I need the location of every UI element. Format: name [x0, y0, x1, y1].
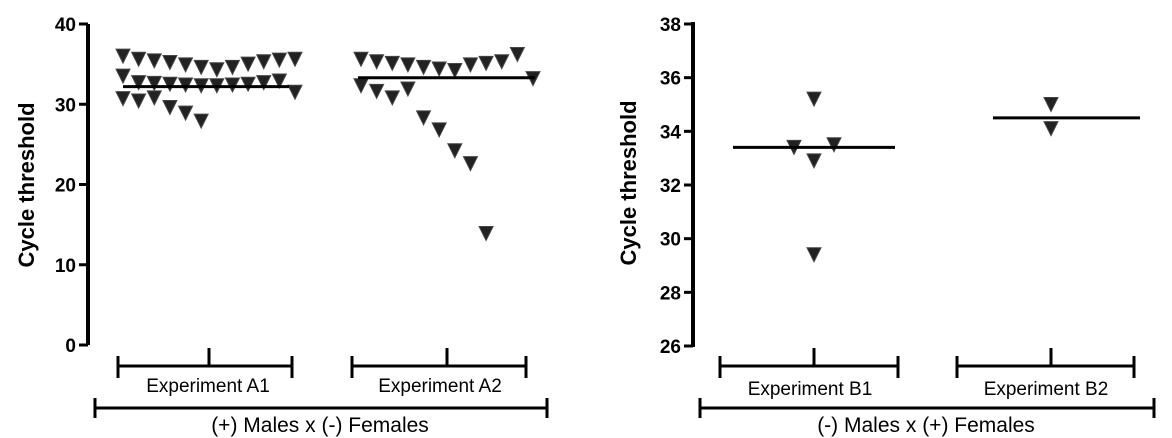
right-y-ticks: 26 28 30 32 34 36 38 [660, 15, 693, 358]
super-label-left: (+) Males x (-) Females [211, 414, 429, 437]
right-data-point [1043, 121, 1059, 137]
left-data-point [271, 52, 288, 69]
right-y-axis-label: Cycle threshold [616, 100, 641, 265]
right-data-point [806, 91, 822, 108]
left-data-point [130, 75, 147, 91]
left-data-point [415, 110, 432, 127]
right-y-tick-label: 34 [660, 122, 682, 143]
left-data-point [478, 225, 494, 242]
left-y-axis-label: Cycle threshold [14, 102, 39, 267]
left-data-point [271, 73, 288, 90]
group-label-a2: Experiment A2 [378, 376, 502, 397]
left-data-point [162, 76, 178, 93]
right-data-point [1043, 97, 1059, 113]
left-data-point [162, 55, 178, 71]
left-data-point [493, 54, 510, 70]
left-data-point [146, 75, 163, 92]
left-y-tick-label: 40 [55, 15, 76, 36]
left-data-point [115, 48, 131, 65]
super-bracket-left [93, 398, 549, 418]
left-data-point [287, 84, 303, 101]
right-y-tick-label: 36 [660, 69, 681, 90]
left-data-point [368, 83, 385, 100]
right-y-tick-label: 28 [660, 283, 681, 304]
left-y-tick-label: 10 [55, 256, 76, 277]
super-bracket-right [698, 398, 1156, 418]
bracket-b1 [718, 348, 900, 378]
left-data-point [447, 143, 463, 159]
left-data-point [177, 105, 194, 122]
left-data-point [224, 77, 241, 94]
left-data-point [478, 55, 494, 72]
left-data-point [368, 54, 385, 70]
left-data-point [177, 77, 194, 94]
left-data-point [130, 51, 147, 68]
left-data-point [193, 113, 209, 130]
left-data-point [447, 63, 463, 79]
panel-right: Cycle threshold 26 28 30 32 34 36 38 Experimen… [616, 15, 1156, 437]
left-data-point [177, 57, 194, 74]
left-data-point [431, 61, 447, 78]
left-y-tick-label: 0 [65, 336, 76, 357]
group-label-b1: Experiment B1 [748, 379, 873, 400]
left-data-point [240, 56, 256, 73]
left-data-point [287, 51, 303, 68]
left-data-point [431, 122, 447, 139]
left-data-point [224, 59, 241, 76]
right-y-tick-label: 38 [660, 15, 681, 36]
left-mean-lines [123, 76, 535, 89]
left-data-point [209, 62, 225, 78]
right-y-tick-label: 32 [660, 176, 681, 197]
left-data-point [400, 81, 416, 98]
left-data-point [415, 59, 432, 76]
bracket-a1 [116, 348, 294, 378]
left-data-point [400, 57, 416, 74]
left-data-point [162, 99, 178, 116]
right-mean-lines [733, 116, 1140, 149]
left-data-point [255, 54, 272, 70]
left-y-tick-label: 30 [55, 95, 76, 116]
super-label-right: (-) Males x (+) Females [817, 414, 1035, 437]
left-data-point [509, 46, 526, 63]
left-y-tick-label: 20 [55, 176, 76, 197]
left-data-point [353, 51, 369, 68]
left-data-point [384, 90, 401, 106]
right-data-point [826, 137, 842, 153]
left-data-point [115, 68, 131, 85]
left-data-point [384, 55, 401, 72]
left-data-points [115, 46, 541, 242]
left-data-point [353, 78, 369, 94]
right-data-point [806, 247, 822, 263]
group-label-a1: Experiment A1 [146, 376, 270, 397]
bracket-b2 [955, 348, 1136, 378]
left-data-point [130, 93, 147, 110]
group-label-b2: Experiment B2 [984, 379, 1109, 400]
left-data-point [146, 53, 163, 70]
left-data-point [462, 156, 479, 172]
left-data-point [146, 90, 163, 106]
left-y-ticks: 0 10 20 30 40 [55, 15, 88, 357]
left-data-point [255, 75, 272, 91]
bracket-a2 [350, 348, 528, 378]
right-y-tick-label: 26 [660, 337, 681, 358]
left-data-point [462, 57, 479, 74]
right-data-point [806, 153, 822, 169]
left-data-point [115, 91, 131, 107]
right-y-tick-label: 30 [660, 230, 681, 251]
left-data-point [240, 76, 256, 93]
left-data-point [193, 59, 209, 76]
